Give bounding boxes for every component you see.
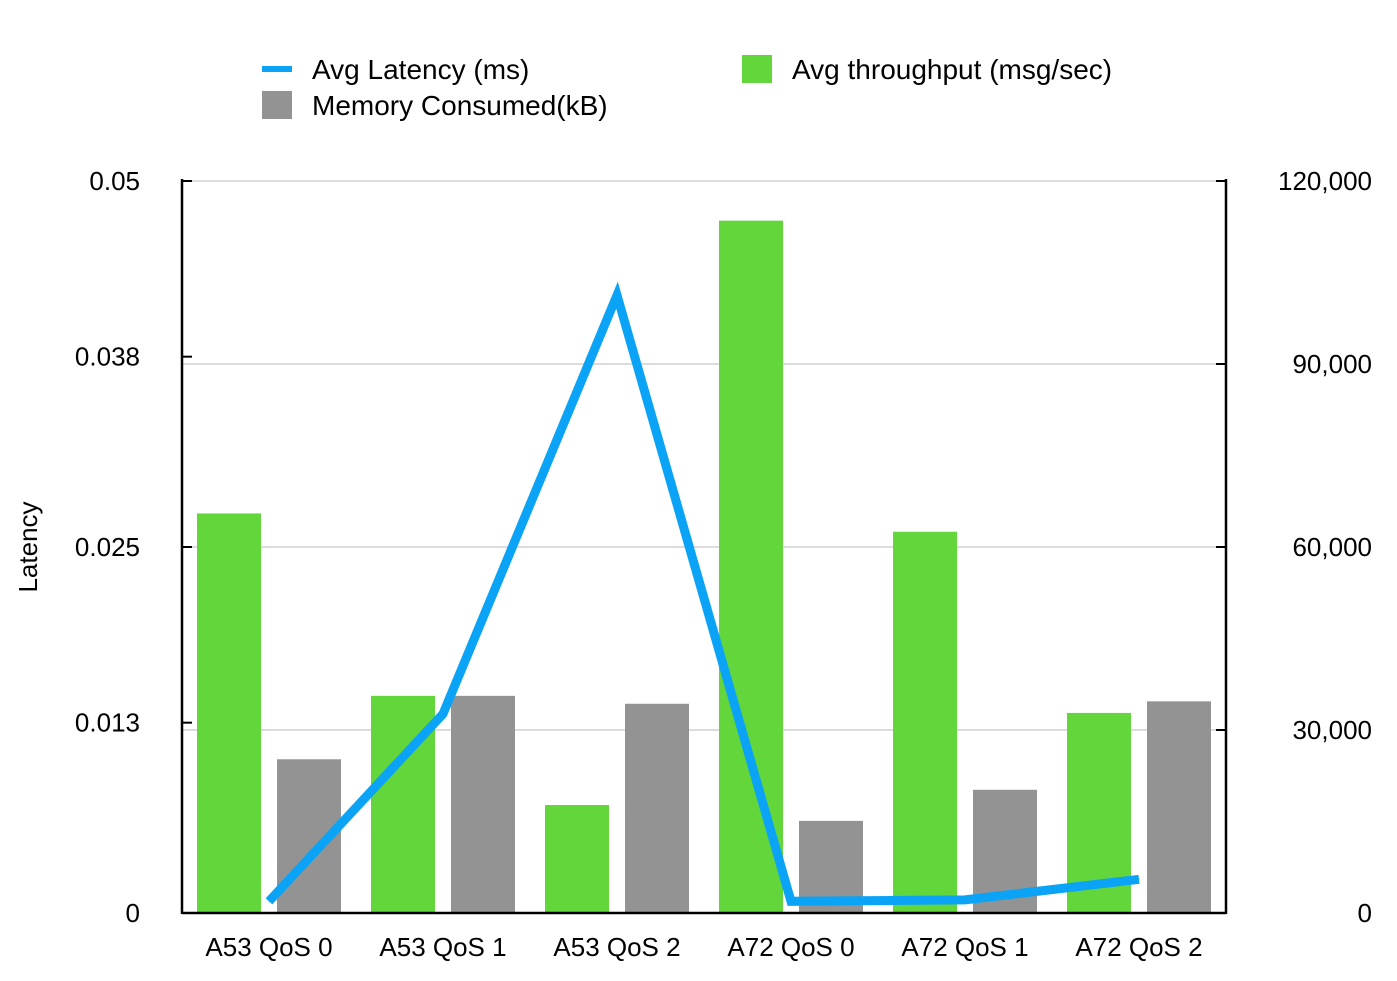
latency-point bbox=[268, 900, 270, 902]
right-tick-label: 0 bbox=[1358, 898, 1372, 928]
y-axis-title: Latency bbox=[13, 501, 43, 592]
left-tick-label: 0.038 bbox=[75, 342, 140, 372]
legend-label: Memory Consumed(kB) bbox=[312, 90, 608, 121]
x-tick-label: A72 QoS 1 bbox=[901, 932, 1028, 962]
right-tick-label: 60,000 bbox=[1292, 532, 1372, 562]
x-tick-label: A72 QoS 0 bbox=[727, 932, 854, 962]
tick-labels: 0 0.013 0.025 0.038 0.05 0 30,000 60,000 90,000 1… bbox=[13, 166, 1372, 962]
left-tick-label: 0.013 bbox=[75, 708, 140, 738]
gridlines bbox=[182, 180, 1226, 731]
x-tick-label: A53 QoS 2 bbox=[553, 932, 680, 962]
legend-throughput-marker bbox=[742, 55, 772, 83]
right-tick-label: 90,000 bbox=[1292, 349, 1372, 379]
latency-point bbox=[616, 294, 618, 296]
x-tick-label: A72 QoS 2 bbox=[1075, 932, 1202, 962]
legend-memory-marker bbox=[262, 91, 292, 119]
left-tick-label: 0.05 bbox=[89, 166, 140, 196]
right-tick-label: 30,000 bbox=[1292, 715, 1372, 745]
legend: Avg Latency (ms) Avg throughput (msg/sec)… bbox=[262, 54, 1112, 121]
latency-line-layer bbox=[265, 281, 1140, 906]
legend-label: Avg throughput (msg/sec) bbox=[792, 54, 1112, 85]
throughput-bar bbox=[719, 220, 783, 913]
throughput-bar bbox=[893, 531, 957, 913]
latency-point bbox=[790, 900, 792, 902]
throughput-bar bbox=[545, 805, 609, 913]
left-tick-label: 0 bbox=[126, 898, 140, 928]
legend-label: Avg Latency (ms) bbox=[312, 54, 529, 85]
memory-bar bbox=[625, 703, 689, 913]
axes bbox=[180, 179, 1228, 915]
x-tick-label: A53 QoS 1 bbox=[379, 932, 506, 962]
latency-point bbox=[442, 713, 444, 715]
latency-point bbox=[1138, 878, 1140, 880]
right-tick-label: 120,000 bbox=[1278, 166, 1372, 196]
memory-bar bbox=[451, 695, 515, 913]
throughput-bar bbox=[197, 513, 261, 913]
latency-point bbox=[964, 899, 966, 901]
latency-line bbox=[265, 281, 1140, 906]
left-tick-label: 0.025 bbox=[75, 532, 140, 562]
memory-bar bbox=[1147, 701, 1211, 913]
x-tick-label: A53 QoS 0 bbox=[205, 932, 332, 962]
